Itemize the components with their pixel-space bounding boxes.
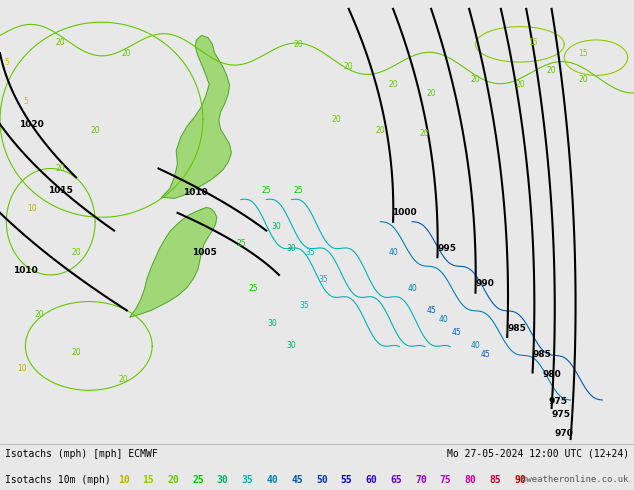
Text: 70: 70 [415, 475, 427, 485]
Text: 45: 45 [451, 328, 462, 337]
Text: 5: 5 [4, 58, 9, 67]
Text: 1015: 1015 [48, 186, 72, 195]
Text: 985: 985 [533, 350, 552, 359]
Text: 75: 75 [440, 475, 451, 485]
Text: 1010: 1010 [13, 266, 37, 275]
Text: 30: 30 [287, 342, 297, 350]
Text: 35: 35 [318, 275, 328, 284]
Text: 40: 40 [439, 315, 449, 324]
Text: 20: 20 [34, 310, 44, 319]
Text: 80: 80 [465, 475, 476, 485]
Text: 25: 25 [236, 240, 246, 248]
Text: 15: 15 [143, 475, 154, 485]
Text: 20: 20 [344, 62, 354, 71]
Text: 20: 20 [578, 75, 588, 84]
Text: 20: 20 [375, 126, 385, 135]
Text: 30: 30 [268, 319, 278, 328]
Text: 970: 970 [555, 429, 574, 438]
Text: 30: 30 [287, 244, 297, 253]
Text: 20: 20 [122, 49, 132, 58]
Text: 985: 985 [507, 324, 526, 333]
Text: 20: 20 [90, 126, 100, 135]
Text: Mo 27-05-2024 12:00 UTC (12+24): Mo 27-05-2024 12:00 UTC (12+24) [447, 449, 629, 459]
Text: 45: 45 [426, 306, 436, 315]
Text: 10: 10 [118, 475, 129, 485]
Text: 20: 20 [55, 38, 65, 47]
Text: 25: 25 [249, 284, 259, 293]
Text: 1000: 1000 [392, 208, 417, 218]
Text: 980: 980 [542, 370, 561, 379]
Text: 995: 995 [437, 244, 456, 253]
Text: 60: 60 [365, 475, 377, 485]
Text: 65: 65 [390, 475, 402, 485]
Text: 10: 10 [17, 364, 27, 372]
Text: 20: 20 [388, 80, 398, 89]
Text: 45: 45 [291, 475, 303, 485]
Text: 40: 40 [407, 284, 417, 293]
Text: 35: 35 [242, 475, 254, 485]
Text: 25: 25 [293, 186, 303, 195]
Text: 55: 55 [340, 475, 353, 485]
Text: 10: 10 [27, 204, 37, 213]
Text: 5: 5 [23, 98, 28, 106]
Text: 20: 20 [331, 115, 341, 124]
Text: Isotachs 10m (mph): Isotachs 10m (mph) [5, 475, 111, 485]
Text: 15: 15 [578, 49, 588, 58]
Text: 975: 975 [552, 410, 571, 419]
Text: 1005: 1005 [192, 248, 217, 257]
Text: 15: 15 [527, 38, 538, 47]
Polygon shape [162, 35, 231, 198]
Text: 1020: 1020 [19, 120, 44, 129]
Text: 85: 85 [489, 475, 501, 485]
Text: 20: 20 [71, 248, 81, 257]
Text: 20: 20 [293, 40, 303, 49]
Text: 40: 40 [266, 475, 278, 485]
Text: 25: 25 [261, 186, 271, 195]
Text: 20: 20 [470, 75, 481, 84]
Text: 20: 20 [547, 67, 557, 75]
Text: 35: 35 [299, 301, 309, 311]
Text: 30: 30 [271, 221, 281, 231]
Text: 30: 30 [217, 475, 229, 485]
Text: 20: 20 [515, 80, 525, 89]
Text: 25: 25 [192, 475, 204, 485]
Text: 975: 975 [548, 397, 567, 406]
Text: 20: 20 [420, 128, 430, 138]
Text: 20: 20 [71, 348, 81, 357]
Text: 40: 40 [470, 342, 481, 350]
Text: 35: 35 [306, 248, 316, 257]
Text: 1010: 1010 [183, 188, 207, 196]
Text: 20: 20 [119, 375, 129, 384]
Polygon shape [130, 208, 217, 317]
Text: 90: 90 [514, 475, 526, 485]
Text: 20: 20 [167, 475, 179, 485]
Text: 20: 20 [55, 164, 65, 173]
Text: Isotachs (mph) [mph] ECMWF: Isotachs (mph) [mph] ECMWF [5, 449, 158, 459]
Text: 45: 45 [480, 350, 490, 359]
Text: 990: 990 [476, 279, 495, 288]
Text: 40: 40 [388, 248, 398, 257]
Text: 50: 50 [316, 475, 328, 485]
Text: ©weatheronline.co.uk: ©weatheronline.co.uk [521, 475, 629, 484]
Text: 20: 20 [426, 89, 436, 98]
